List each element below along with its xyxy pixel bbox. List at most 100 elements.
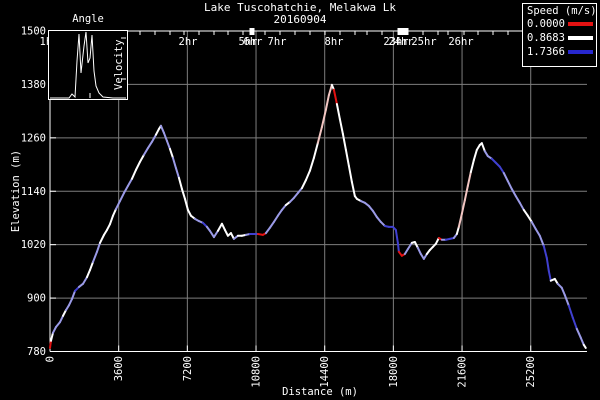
track-segment [130,168,137,180]
legend-label: 0.8683 [527,31,565,44]
y-tick-label: 780 [27,346,46,358]
track-segment [542,245,548,260]
track-segment [538,234,545,248]
track-segment [296,187,303,195]
track-segment [49,331,54,342]
track-segment [394,228,399,244]
track-segment [416,246,422,256]
track-segment [171,156,177,170]
legend-label: 0.0000 [527,17,565,30]
track-segment [122,184,129,195]
track-segment [498,165,505,174]
track-segment [375,216,382,223]
track-segment [81,276,88,285]
track-segment [304,169,311,182]
track-segment [229,232,235,240]
track-segment [174,167,180,179]
track-segment [502,171,509,183]
track-segment [327,83,333,97]
legend-swatch-blue [568,50,593,54]
track-segment [177,176,183,191]
track-segment [547,269,552,282]
track-segment [530,220,537,231]
x-tick-label: 21600 [457,356,469,388]
track-segment [560,286,566,296]
track-segment [183,197,189,211]
x-tick-label: 3600 [113,356,125,381]
track-segment [212,229,219,239]
x-tick-label: 10800 [251,356,263,388]
speed-legend: Speed (m/s) 0.0000 0.8683 1.7366 [522,3,597,67]
track-segment [545,257,550,272]
track-segment [68,297,73,307]
track-segment [316,126,323,144]
track-segment [220,222,226,231]
y-tick-label: 1260 [21,132,46,144]
track-segment [514,195,521,204]
track-segment [272,214,279,223]
y-tick-label: 1140 [21,186,46,198]
track-segment [49,339,52,349]
track-segment [61,309,67,317]
angle-velocity-inset: Velocity [48,30,128,100]
track-segment [91,250,98,264]
track-segment [344,148,350,167]
stationary-marker [249,28,255,35]
track-segment [526,214,533,223]
track-segment [223,228,229,237]
inset-y-axis-label: Velocity [113,39,125,90]
track-segment [563,293,570,307]
track-segment [434,236,440,245]
track-segment [105,223,111,231]
time-label: 24hr [388,36,413,48]
y-tick-label: 1020 [21,239,46,251]
track-segment [70,289,76,300]
track-segment [134,160,141,171]
track-segment [582,343,587,349]
stationary-marker [397,28,409,35]
legend-swatch-red [568,22,593,26]
track-segment [579,336,585,346]
time-label: 23hr [383,36,408,48]
track-segment [571,316,578,330]
track-segment [350,180,356,198]
track-segment [162,131,168,142]
track-segment [88,261,94,272]
track-segment [300,179,307,190]
track-segment [367,204,374,212]
track-segment [138,153,145,163]
track-segment [455,225,460,235]
legend-label: 1.7366 [527,45,565,58]
angle-velocity-curve [50,31,126,99]
track-segment [341,132,347,151]
x-tick-label: 25200 [525,356,537,388]
track-segment [54,321,61,329]
inset-title: Angle [72,13,104,25]
track-segment [216,222,223,232]
track-segment [480,142,486,153]
track-segment [58,314,64,324]
track-segment [457,212,463,228]
track-segment [308,156,315,172]
track-segment [335,103,341,121]
track-segment [575,327,582,339]
y-tick-label: 1500 [21,26,46,38]
track-segment [506,180,513,191]
x-tick-label: 14400 [319,356,331,388]
x-tick-label: 18000 [388,356,400,388]
track-segment [466,171,472,187]
track-segment [108,214,114,226]
y-tick-label: 1380 [21,79,46,91]
x-tick-label: 7200 [182,356,194,381]
track-segment [522,208,529,217]
track-segment [518,201,525,211]
track-segment [118,192,125,203]
track-segment [347,164,353,183]
legend-title: Speed (m/s) [527,5,597,17]
track-segment [292,192,299,199]
track-segment [534,228,541,237]
track-segment [338,118,344,135]
legend-swatch-white [568,36,593,40]
legend-row-fast: 1.7366 [527,45,594,59]
